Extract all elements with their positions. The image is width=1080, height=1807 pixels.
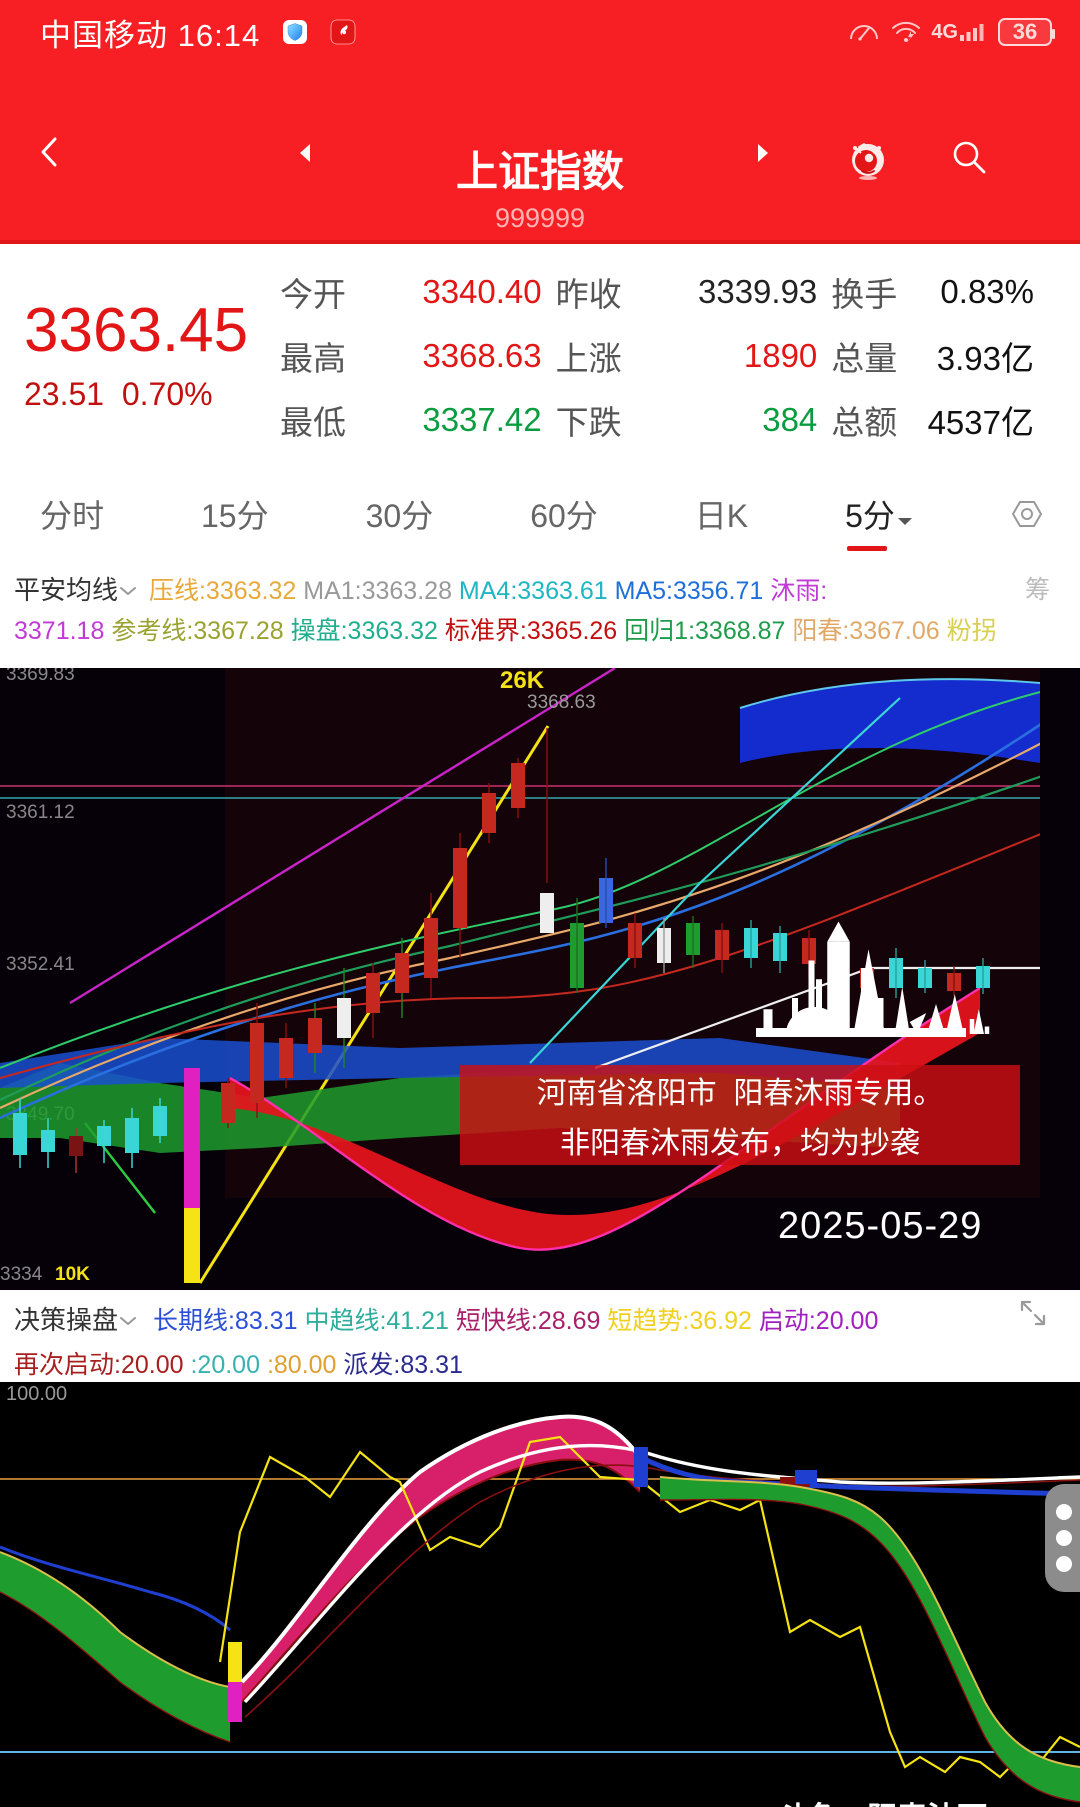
svg-text:3368.63: 3368.63	[527, 692, 596, 713]
svg-text:100.00: 100.00	[6, 1383, 67, 1405]
svg-text:3369.83: 3369.83	[6, 668, 75, 685]
svg-text:3334: 3334	[0, 1264, 43, 1285]
svg-text:10K: 10K	[55, 1264, 90, 1285]
svg-text:3361.12: 3361.12	[6, 802, 75, 823]
svg-text:26K: 26K	[500, 668, 545, 694]
svg-text:3352.41: 3352.41	[6, 954, 75, 975]
